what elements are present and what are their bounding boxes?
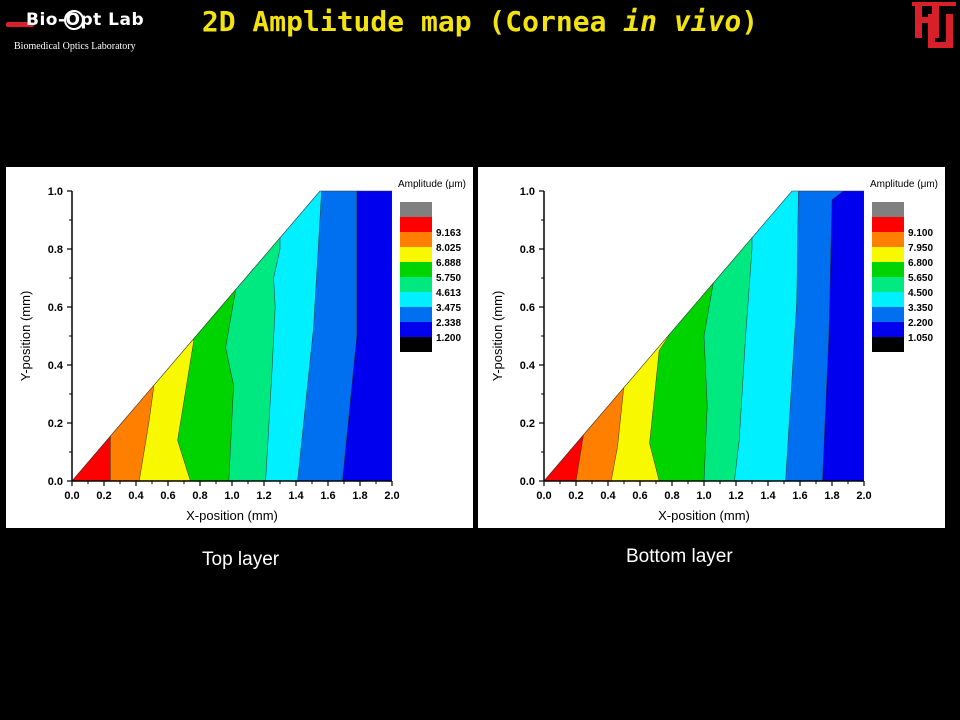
x-tick-label: 1.4 — [760, 490, 776, 502]
caption-top-layer: Top layer — [202, 549, 280, 570]
legend-level-label: 9.100 — [908, 228, 933, 239]
y-tick-label: 0.6 — [520, 302, 535, 314]
x-tick-label: 0.8 — [192, 490, 207, 502]
uh-logo-icon — [912, 2, 956, 48]
x-axis-label: X-position (mm) — [658, 508, 750, 523]
x-tick-label: 0.6 — [160, 490, 175, 502]
legend-swatch — [872, 337, 904, 352]
x-tick-label: 1.0 — [696, 490, 711, 502]
y-axis-label: Y-position (mm) — [18, 291, 33, 382]
x-tick-label: 1.8 — [352, 490, 367, 502]
legend-level-label: 8.025 — [436, 243, 461, 254]
legend-swatch — [872, 202, 904, 217]
y-tick-label: 0.2 — [520, 418, 535, 430]
legend-swatch — [872, 247, 904, 262]
legend-level-label: 5.650 — [908, 273, 933, 284]
title-end: ) — [741, 5, 759, 38]
x-axis-label: X-position (mm) — [186, 508, 278, 523]
eye-icon — [64, 10, 84, 30]
x-tick-label: 2.0 — [384, 490, 399, 502]
y-tick-label: 0.4 — [48, 360, 64, 372]
domain-outline — [71, 190, 392, 482]
legend-swatch — [872, 307, 904, 322]
legend-swatch — [400, 307, 432, 322]
legend-swatch — [872, 232, 904, 247]
y-tick-label: 1.0 — [520, 186, 535, 198]
y-tick-label: 1.0 — [48, 186, 63, 198]
contour-chart-top: 0.0 0.2 0.4 0.6 0.8 1.0 1.2 1.4 1.6 1.8 2.0 0.0 0.2 0… — [18, 179, 466, 523]
title-main: 2D Amplitude map (Cornea — [201, 5, 624, 38]
x-tick-label: 1.2 — [728, 490, 743, 502]
legend-level-label: 4.500 — [908, 288, 933, 299]
x-tick-label: 2.0 — [856, 490, 871, 502]
x-tick-label: 0.4 — [600, 490, 616, 502]
y-tick-label: 0.4 — [520, 360, 536, 372]
chart-panel-top: 0.0 0.2 0.4 0.6 0.8 1.0 1.2 1.4 1.6 1.8 2.0 0.0 0.2 0… — [6, 167, 473, 528]
legend-swatch — [400, 277, 432, 292]
contour-band-1 — [544, 191, 625, 481]
legend-level-label: 2.338 — [436, 318, 461, 329]
legend-swatch — [400, 202, 432, 217]
legend-level-label: 5.750 — [436, 273, 461, 284]
legend-level-label: 3.475 — [436, 303, 461, 314]
contour-band-1 — [72, 191, 154, 481]
legend-level-label: 9.163 — [436, 228, 461, 239]
x-tick-label: 0.6 — [632, 490, 647, 502]
legend-swatch — [400, 262, 432, 277]
y-tick-label: 0.6 — [48, 302, 63, 314]
legend-swatch — [400, 217, 432, 232]
y-tick-label: 0.8 — [520, 244, 535, 256]
logo-accent-bar — [6, 22, 34, 27]
y-tick-label: 0.0 — [520, 476, 535, 488]
x-tick-label: 1.6 — [320, 490, 335, 502]
x-tick-label: 0.2 — [96, 490, 111, 502]
legend-level-label: 3.350 — [908, 303, 933, 314]
legend-level-label: 2.200 — [908, 318, 933, 329]
contour-band-0 — [544, 191, 585, 481]
legend-swatch — [872, 262, 904, 277]
chart-panel-bottom: 0.0 0.2 0.4 0.6 0.8 1.0 1.2 1.4 1.6 1.8 2.0 0.0 0.2 0… — [478, 167, 945, 528]
y-tick-label: 0.8 — [48, 244, 63, 256]
bio-opt-lab-logo: Bio-Opt Lab Biomedical Optics Laboratory — [4, 6, 154, 54]
legend-swatch — [872, 292, 904, 307]
logo-text: Bio-Opt Lab — [26, 10, 145, 30]
x-tick-label: 0.0 — [64, 490, 79, 502]
x-tick-label: 0.4 — [128, 490, 144, 502]
legend-swatch — [872, 322, 904, 337]
legend-title: Amplitude (μm) — [398, 179, 466, 190]
y-tick-label: 0.0 — [48, 476, 63, 488]
x-tick-label: 0.8 — [664, 490, 679, 502]
legend-swatch — [400, 322, 432, 337]
legend-swatch — [400, 232, 432, 247]
x-tick-label: 1.4 — [288, 490, 304, 502]
x-tick-label: 1.8 — [824, 490, 839, 502]
x-tick-label: 0.0 — [536, 490, 551, 502]
legend-level-label: 1.200 — [436, 333, 461, 344]
logo-subtitle: Biomedical Optics Laboratory — [14, 41, 136, 52]
legend-title: Amplitude (μm) — [870, 179, 938, 190]
x-tick-label: 1.2 — [256, 490, 271, 502]
legend-level-label: 6.888 — [436, 258, 461, 269]
legend-swatch — [400, 247, 432, 262]
title-italic: in vivo — [623, 5, 742, 38]
legend-swatch — [400, 337, 432, 352]
domain-outline — [543, 190, 864, 482]
legend-level-label: 4.613 — [436, 288, 461, 299]
legend-level-label: 6.800 — [908, 258, 933, 269]
x-tick-label: 1.6 — [792, 490, 807, 502]
legend-level-label: 1.050 — [908, 333, 933, 344]
x-tick-label: 1.0 — [224, 490, 239, 502]
contour-chart-bottom: 0.0 0.2 0.4 0.6 0.8 1.0 1.2 1.4 1.6 1.8 2.0 0.0 0.2 0… — [490, 179, 938, 523]
y-tick-label: 0.2 — [48, 418, 63, 430]
legend-swatch — [400, 292, 432, 307]
legend-swatch — [872, 277, 904, 292]
legend-swatch — [872, 217, 904, 232]
legend-level-label: 7.950 — [908, 243, 933, 254]
y-axis-label: Y-position (mm) — [490, 291, 505, 382]
page-title: 2D Amplitude map (Cornea in vivo) — [0, 5, 960, 38]
x-tick-label: 0.2 — [568, 490, 583, 502]
caption-bottom-layer: Bottom layer — [626, 546, 733, 567]
